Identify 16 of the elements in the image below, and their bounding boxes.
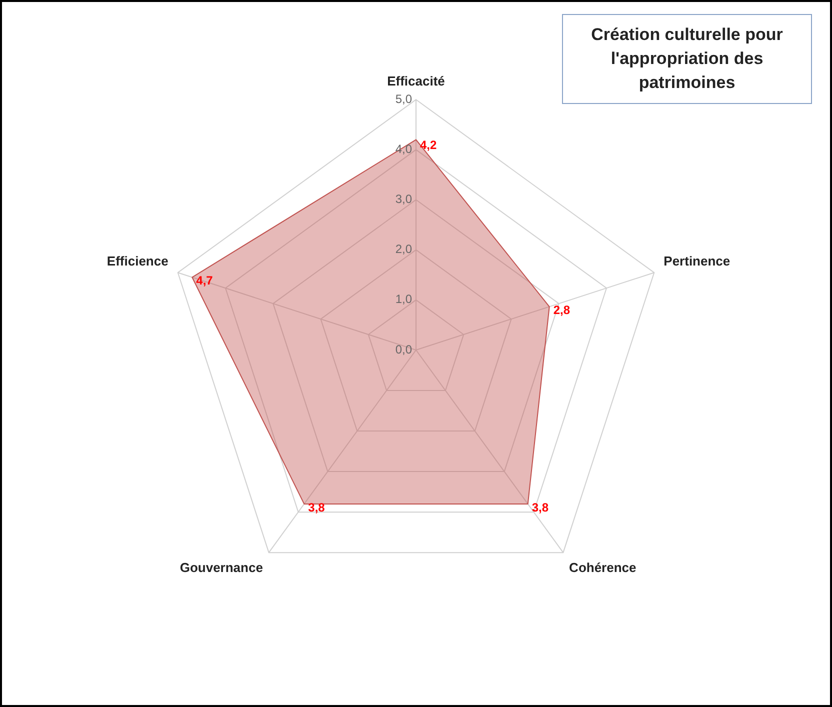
spoke-label: Gouvernance (180, 560, 263, 576)
y-tick-label: 3,0 (395, 192, 412, 206)
data-label: 4,7 (196, 274, 214, 288)
spoke-label: Efficience (106, 253, 168, 268)
data-label: 4,2 (420, 138, 438, 152)
spoke-label: Cohérence (569, 560, 636, 576)
data-label: 3,8 (308, 500, 326, 514)
spoke-label: Efficacité (387, 73, 445, 88)
y-tick-label: 0,0 (395, 342, 412, 356)
y-tick-label: 2,0 (395, 242, 412, 256)
data-label: 3,8 (532, 500, 549, 514)
spoke-label: Pertinence (664, 253, 730, 268)
data-label: 2,8 (553, 302, 570, 317)
chart-title: Création culturelle pour l'appropriation des patrimoines (562, 14, 812, 104)
y-tick-label: 1,0 (395, 292, 412, 306)
y-tick-label: 5,0 (395, 92, 412, 106)
